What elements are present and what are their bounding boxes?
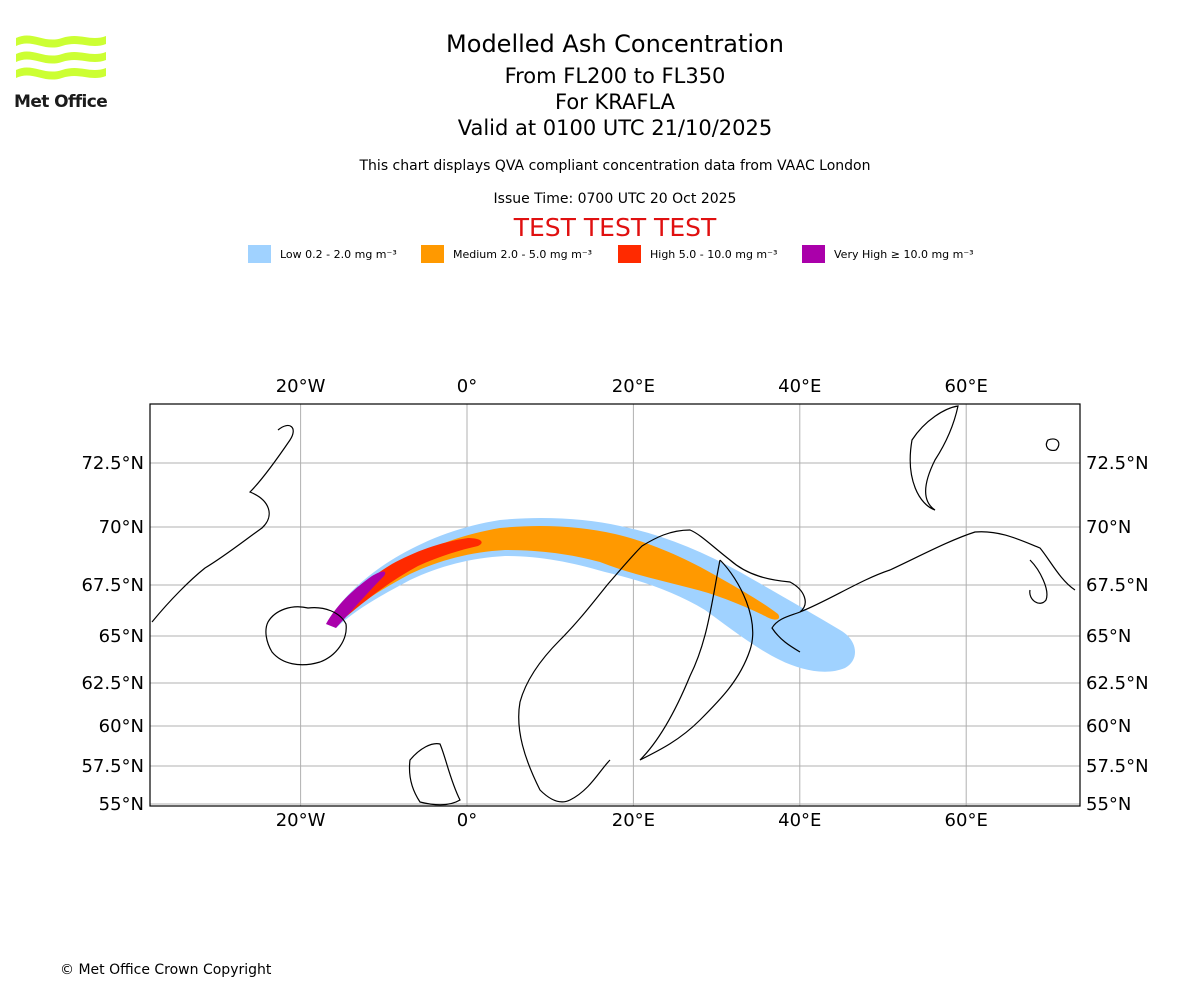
- legend-item-medium: Medium 2.0 - 5.0 mg m⁻³: [421, 244, 592, 264]
- coastline-finland-russia: [639, 531, 1076, 761]
- lat-label-left: 62.5°N: [81, 673, 144, 694]
- coastline-svalbard-islands: [1029, 438, 1060, 604]
- lat-label-right: 57.5°N: [1086, 756, 1149, 777]
- lon-label-bottom: 60°E: [945, 810, 988, 830]
- axis-labels: 20°W 20°W 0° 0° 20°E 20°E 40°E 40°E 60°E 60°E 72.5…: [81, 376, 1148, 830]
- coastline-novaya-zemlya: [909, 405, 959, 511]
- flight-levels: From FL200 to FL350: [504, 64, 726, 88]
- legend-swatch-low: [248, 245, 271, 263]
- issue-time: Issue Time: 0700 UTC 20 Oct 2025: [493, 191, 737, 207]
- legend-item-very-high: Very High ≥ 10.0 mg m⁻³: [802, 244, 974, 264]
- legend-swatch-high: [618, 245, 641, 263]
- coastline-greenland: [151, 425, 294, 623]
- lon-label-top: 60°E: [945, 376, 988, 397]
- lon-label-bottom: 20°E: [612, 810, 655, 830]
- lon-label-top: 0°: [457, 376, 477, 397]
- ash-very-high-region: [326, 571, 386, 628]
- lat-label-left: 57.5°N: [81, 756, 144, 777]
- legend-label-low: Low 0.2 - 2.0 mg m⁻³: [280, 247, 397, 261]
- coastlines: [151, 405, 1076, 806]
- lon-label-top: 40°E: [778, 376, 821, 397]
- legend-item-high: High 5.0 - 10.0 mg m⁻³: [618, 244, 777, 264]
- lon-label-bottom: 20°W: [276, 810, 326, 830]
- lon-label-top: 20°E: [612, 376, 655, 397]
- test-banner: TEST TEST TEST: [513, 213, 717, 242]
- ash-map: 20°W 20°W 0° 0° 20°E 20°E 40°E 40°E 60°E 60°E 72.5…: [81, 376, 1148, 830]
- coastline-iceland: [265, 606, 347, 666]
- legend-label-medium: Medium 2.0 - 5.0 mg m⁻³: [453, 247, 593, 261]
- met-office-waves-icon: [16, 35, 106, 80]
- legend-label-very-high: Very High ≥ 10.0 mg m⁻³: [834, 247, 974, 261]
- copyright: © Met Office Crown Copyright: [60, 962, 272, 978]
- lat-label-left: 67.5°N: [81, 575, 144, 596]
- lat-label-right: 70°N: [1086, 517, 1131, 538]
- qva-notice: This chart displays QVA compliant concen…: [359, 158, 871, 174]
- lat-label-left: 70°N: [99, 517, 144, 538]
- met-office-logo: Met Office: [14, 30, 109, 112]
- ash-plume: [326, 518, 856, 672]
- lat-label-right: 67.5°N: [1086, 575, 1149, 596]
- legend-item-low: Low 0.2 - 2.0 mg m⁻³: [248, 244, 397, 264]
- valid-time: Valid at 0100 UTC 21/10/2025: [457, 116, 773, 140]
- lat-label-right: 60°N: [1086, 716, 1131, 737]
- coastline-scandinavia: [518, 529, 806, 803]
- map-frame: [149, 403, 1081, 807]
- legend-label-high: High 5.0 - 10.0 mg m⁻³: [650, 247, 778, 261]
- lon-label-top: 20°W: [276, 376, 326, 397]
- coastline-uk: [408, 743, 461, 806]
- lat-label-left: 72.5°N: [81, 453, 144, 474]
- lat-label-right: 62.5°N: [1086, 673, 1149, 694]
- legend-swatch-very-high: [802, 245, 825, 263]
- volcano-name: For KRAFLA: [555, 90, 675, 114]
- lat-label-left: 65°N: [99, 626, 144, 647]
- logo-text: Met Office: [14, 92, 108, 112]
- lat-label-right: 72.5°N: [1086, 453, 1149, 474]
- map-gridlines: [150, 404, 1080, 806]
- lat-label-left: 55°N: [99, 794, 144, 815]
- chart-title: Modelled Ash Concentration: [446, 30, 784, 58]
- legend-swatch-medium: [421, 245, 444, 263]
- lon-label-bottom: 0°: [457, 810, 477, 830]
- lat-label-right: 65°N: [1086, 626, 1131, 647]
- lat-label-left: 60°N: [99, 716, 144, 737]
- lon-label-bottom: 40°E: [778, 810, 821, 830]
- lat-label-right: 55°N: [1086, 794, 1131, 815]
